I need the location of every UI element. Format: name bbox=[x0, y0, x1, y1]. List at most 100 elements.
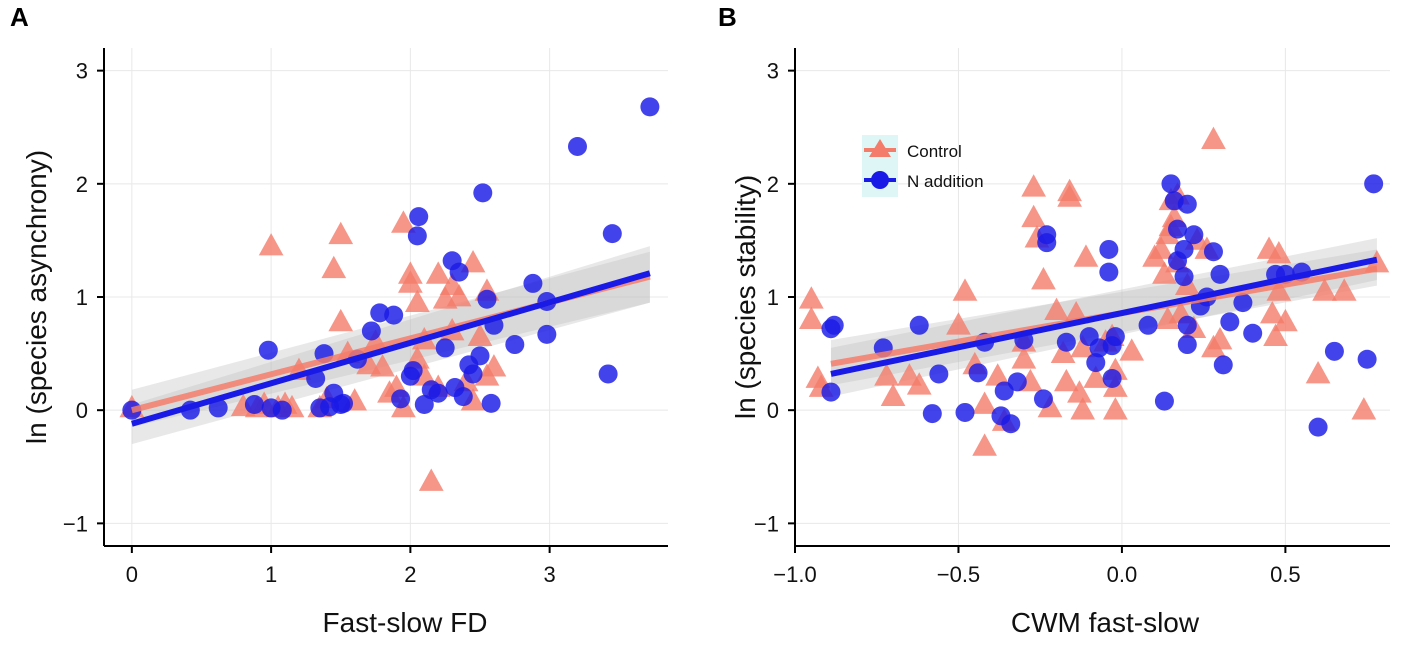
n-addition-point bbox=[824, 315, 844, 335]
n-addition-point bbox=[1324, 341, 1344, 361]
control-point bbox=[391, 210, 416, 233]
control-point bbox=[1021, 204, 1047, 228]
control-point bbox=[1070, 397, 1096, 420]
n-addition-point bbox=[598, 364, 618, 384]
control-point bbox=[1331, 278, 1357, 301]
n-addition-point bbox=[1203, 242, 1223, 262]
y-tick-label: 1 bbox=[76, 285, 88, 310]
x-tick-label: 3 bbox=[544, 562, 556, 587]
control-point bbox=[1067, 380, 1092, 403]
control-point bbox=[1011, 346, 1037, 369]
control-point bbox=[418, 468, 444, 491]
y-tick-label: 0 bbox=[76, 398, 88, 423]
control-point bbox=[328, 221, 354, 245]
n-addition-point bbox=[1105, 327, 1125, 347]
n-addition-point bbox=[537, 324, 557, 344]
control-point bbox=[952, 278, 978, 301]
x-tick-label: −0.5 bbox=[937, 562, 980, 587]
panel-b: B −1.0 −0.5 0.0 0.5 −1 0 1 2 3 CWM fast-slow ln … bbox=[718, 2, 1390, 638]
control-point bbox=[1119, 338, 1145, 361]
n-addition-point bbox=[821, 382, 841, 402]
fit-line-n-addition bbox=[131, 270, 651, 427]
control-point bbox=[425, 261, 451, 284]
control-point bbox=[404, 289, 430, 313]
panel-b-letter: B bbox=[718, 2, 737, 32]
n-addition-point bbox=[1357, 349, 1377, 369]
legend-entry-n-addition: N addition bbox=[864, 171, 984, 191]
panel-a-letter: A bbox=[10, 2, 29, 32]
n-addition-point bbox=[1177, 194, 1197, 214]
n-addition-point bbox=[1089, 338, 1109, 358]
n-addition-point bbox=[567, 136, 587, 156]
n-addition-point bbox=[1174, 267, 1194, 287]
n-addition-point bbox=[1364, 174, 1384, 194]
n-addition-point bbox=[922, 404, 942, 424]
control-point bbox=[1266, 240, 1292, 264]
n-addition-point bbox=[1308, 417, 1328, 437]
legend-triangle-icon bbox=[869, 139, 891, 157]
n-addition-point bbox=[1213, 355, 1233, 375]
control-point bbox=[1148, 236, 1174, 259]
n-addition-point bbox=[481, 393, 501, 413]
n-addition-point bbox=[1037, 225, 1057, 245]
n-addition-point bbox=[428, 383, 448, 403]
y-tick-label: 3 bbox=[767, 59, 779, 84]
control-point bbox=[1266, 278, 1292, 301]
n-addition-point bbox=[1243, 323, 1263, 343]
n-addition-point bbox=[463, 364, 483, 384]
n-addition-point bbox=[1210, 264, 1230, 284]
control-point bbox=[467, 323, 493, 346]
n-addition-point bbox=[929, 364, 949, 384]
legend-n-addition-label: N addition bbox=[907, 172, 984, 191]
n-addition-point bbox=[477, 289, 497, 309]
y-tick-label: 3 bbox=[76, 59, 88, 84]
control-point bbox=[1259, 300, 1285, 324]
panel-a-fit-lines bbox=[131, 270, 651, 427]
n-addition-point bbox=[1184, 225, 1204, 245]
control-point bbox=[985, 363, 1011, 386]
n-addition-point bbox=[1154, 391, 1174, 411]
n-addition-point bbox=[449, 262, 469, 282]
n-addition-point bbox=[435, 338, 455, 358]
control-point bbox=[1312, 278, 1337, 301]
n-addition-point bbox=[391, 389, 411, 409]
n-addition-point bbox=[1138, 315, 1158, 335]
control-point bbox=[1083, 365, 1109, 388]
control-point bbox=[880, 383, 906, 406]
control-point bbox=[1053, 368, 1079, 392]
control-point bbox=[1152, 261, 1177, 284]
control-point bbox=[1273, 308, 1298, 332]
legend: Control N addition bbox=[862, 135, 984, 197]
n-addition-point bbox=[640, 97, 660, 117]
panel-a-y-axis-title: ln (species asynchrony) bbox=[21, 150, 52, 444]
n-addition-point bbox=[505, 335, 525, 355]
legend-control-label: Control bbox=[907, 142, 962, 161]
control-point bbox=[1057, 184, 1082, 207]
control-point bbox=[1155, 306, 1181, 329]
n-addition-point bbox=[1161, 174, 1181, 194]
x-tick-label: 0.5 bbox=[1270, 562, 1301, 587]
control-point bbox=[481, 354, 507, 377]
control-point bbox=[1021, 174, 1047, 197]
control-point bbox=[398, 270, 423, 293]
control-point bbox=[1037, 394, 1063, 418]
control-point bbox=[972, 391, 997, 414]
control-point bbox=[321, 255, 347, 279]
n-addition-point bbox=[523, 273, 543, 293]
n-addition-point bbox=[1001, 414, 1021, 434]
control-point bbox=[1044, 297, 1069, 320]
legend-circle-icon bbox=[871, 171, 889, 189]
n-addition-point bbox=[955, 402, 975, 422]
control-point bbox=[1050, 340, 1076, 363]
control-point bbox=[874, 363, 899, 386]
control-point bbox=[1070, 334, 1096, 358]
control-point bbox=[446, 284, 472, 307]
panel-b-fit-lines bbox=[830, 256, 1378, 377]
n-addition-point bbox=[409, 207, 429, 227]
control-point bbox=[972, 433, 997, 456]
n-addition-point bbox=[602, 224, 622, 244]
x-tick-label: 0.0 bbox=[1107, 562, 1138, 587]
n-addition-point bbox=[1177, 335, 1197, 355]
y-tick-label: 2 bbox=[767, 172, 779, 197]
